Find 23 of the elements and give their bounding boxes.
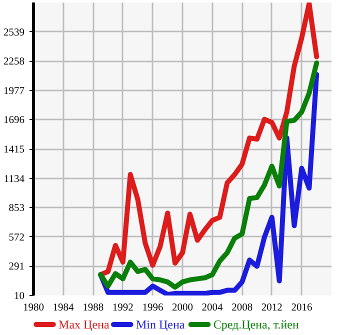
x-tick-label: 2012 bbox=[261, 302, 282, 314]
x-tick-label: 1996 bbox=[142, 302, 164, 314]
legend-label: Min Цена bbox=[136, 318, 186, 332]
x-tick-label: 1980 bbox=[23, 302, 44, 314]
y-tick-label: 2539 bbox=[4, 27, 24, 38]
x-tick-label: 2016 bbox=[291, 302, 312, 314]
legend-label: Max Цена bbox=[58, 318, 110, 332]
x-tick-label: 1992 bbox=[112, 302, 134, 314]
x-tick-label: 2004 bbox=[202, 302, 224, 314]
x-tick-label: 2008 bbox=[232, 302, 253, 314]
y-tick-label: 572 bbox=[8, 232, 24, 244]
y-tick-label: 2258 bbox=[4, 56, 24, 68]
x-tick-label: 1988 bbox=[82, 302, 104, 314]
y-tick-label: 1696 bbox=[4, 115, 24, 126]
x-tick-label: 2000 bbox=[172, 302, 193, 314]
y-tick-label: 1134 bbox=[4, 174, 26, 185]
y-tick-label: 291 bbox=[8, 262, 24, 273]
x-tick-label: 1984 bbox=[52, 302, 75, 314]
legend-label: Сред.Цена, т.йен bbox=[213, 318, 300, 332]
y-tick-label: 853 bbox=[8, 203, 24, 214]
y-tick-label: 1977 bbox=[4, 86, 24, 97]
y-tick-label: 10 bbox=[14, 291, 24, 302]
y-tick-label: 1415 bbox=[4, 144, 24, 156]
